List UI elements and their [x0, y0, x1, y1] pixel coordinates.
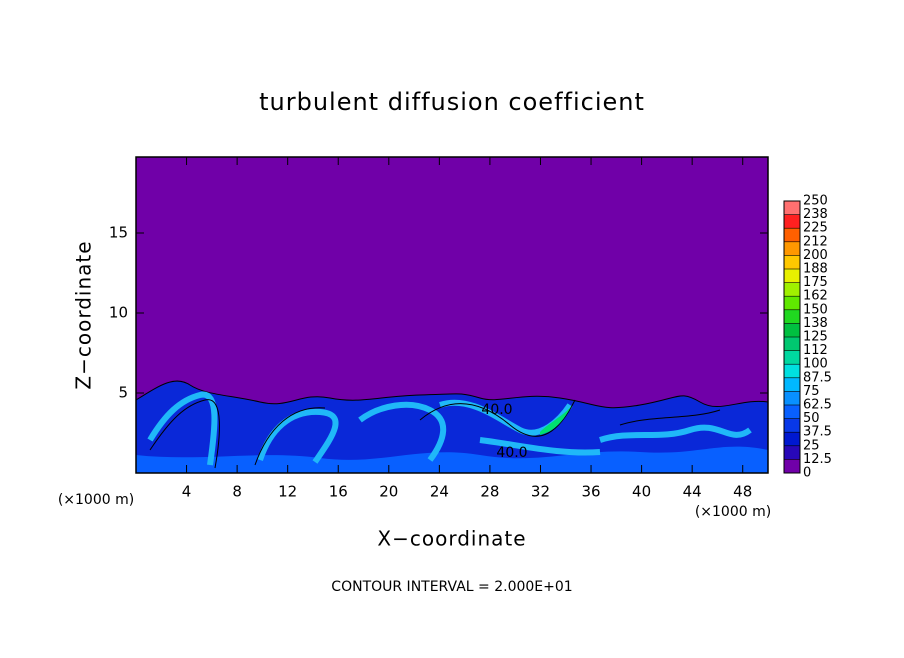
- colorbar-band: [784, 241, 800, 256]
- x-tick-label: 32: [531, 483, 550, 501]
- colorbar-label: 238: [803, 207, 828, 222]
- contour-label: 40.0: [496, 445, 527, 461]
- colorbar-label: 112: [803, 343, 828, 358]
- colorbar-band: [784, 405, 800, 419]
- colorbar-band: [784, 364, 800, 378]
- x-tick-label: 48: [733, 483, 752, 501]
- colorbar-label: 200: [803, 248, 828, 263]
- colorbar-label: 150: [803, 302, 828, 317]
- plot-frame: [135, 156, 769, 474]
- x-tick-label: 44: [683, 483, 702, 501]
- x-tick-label: 28: [480, 483, 499, 501]
- colorbar-band: [784, 201, 800, 215]
- colorbar-label: 62.5: [803, 398, 832, 413]
- colorbar-band: [784, 418, 800, 433]
- x-tick-label: 24: [430, 483, 449, 501]
- colorbar-label: 87.5: [803, 370, 832, 385]
- colorbar-label: 50: [803, 411, 820, 426]
- x-tick-label: 8: [232, 483, 242, 501]
- colorbar-band: [784, 228, 800, 242]
- x-tick-label: 20: [379, 483, 398, 501]
- colorbar-band: [784, 323, 800, 337]
- colorbar-label: 0: [803, 466, 811, 481]
- colorbar-label: 12.5: [803, 452, 832, 467]
- field: [136, 157, 768, 473]
- x-tick-label: 12: [278, 483, 297, 501]
- colorbar-label: 225: [803, 221, 828, 236]
- colorbar-band: [784, 445, 800, 460]
- colorbar-band: [784, 255, 800, 269]
- x-tick-label: 4: [182, 483, 192, 501]
- y-tick-label: 10: [109, 304, 128, 322]
- colorbar-band: [784, 309, 800, 324]
- colorbar-label: 37.5: [803, 425, 832, 440]
- colorbar-band: [784, 296, 800, 310]
- colorbar-label: 125: [803, 330, 828, 345]
- colorbar-band: [784, 282, 800, 297]
- x-axis-label: X−coordinate: [377, 527, 526, 551]
- y-tick-label: 5: [118, 384, 128, 402]
- colorbar-label: 250: [803, 194, 828, 209]
- colorbar-band: [784, 391, 800, 405]
- x-tick-label: 40: [632, 483, 651, 501]
- x-tick-label: 36: [581, 483, 600, 501]
- colorbar-band: [784, 269, 800, 283]
- colorbar-label: 175: [803, 275, 828, 290]
- x-tick-label: 16: [329, 483, 348, 501]
- contour-label: 40.0: [481, 402, 512, 418]
- x-unit-left: (×1000 m): [58, 492, 134, 508]
- colorbar-band: [784, 432, 800, 446]
- colorbar-label: 138: [803, 316, 828, 331]
- colorbar-label: 188: [803, 262, 828, 277]
- chart-title: turbulent diffusion coefficient: [259, 88, 645, 116]
- colorbar-label: 100: [803, 357, 828, 372]
- colorbar-label: 75: [803, 384, 820, 399]
- colorbar-band: [784, 459, 800, 473]
- colorbar-band: [784, 350, 800, 365]
- y-tick-label: 15: [109, 224, 128, 242]
- colorbar-band: [784, 214, 800, 229]
- colorbar-band: [784, 377, 800, 392]
- colorbar-label: 162: [803, 289, 828, 304]
- colorbar-label: 25: [803, 438, 820, 453]
- colorbar-band: [784, 337, 800, 351]
- y-axis-label: Z−coordinate: [72, 240, 96, 389]
- footer: CONTOUR INTERVAL = 2.000E+01: [331, 579, 572, 595]
- colorbar-label: 212: [803, 234, 828, 249]
- x-unit-right: (×1000 m): [695, 504, 771, 520]
